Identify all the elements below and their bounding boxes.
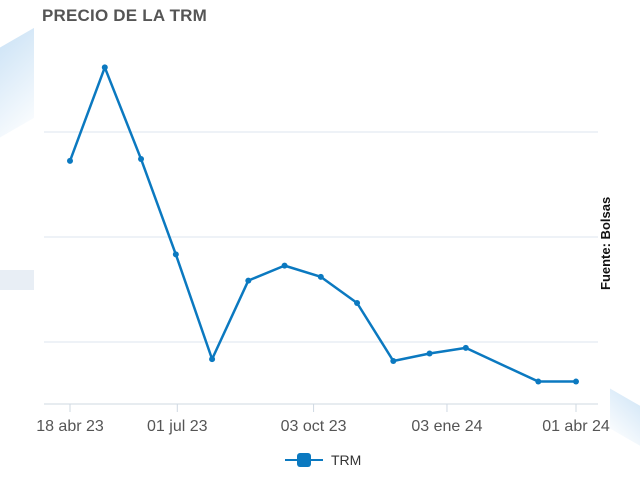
data-point[interactable] [281, 262, 288, 269]
chart-title: PRECIO DE LA TRM [42, 6, 208, 25]
x-tick-label: 03 ene 24 [411, 418, 482, 435]
data-point[interactable] [426, 350, 433, 357]
x-tick-label: 01 jul 23 [147, 418, 208, 435]
data-point[interactable] [462, 344, 469, 351]
data-point[interactable] [573, 378, 579, 385]
data-point[interactable] [101, 64, 108, 71]
source-note: Fuente: Bolsas [598, 196, 613, 290]
data-point[interactable] [67, 157, 73, 164]
legend[interactable]: TRM [285, 452, 361, 468]
x-tick-label: 18 abr 23 [36, 418, 104, 435]
chart-card [34, 0, 600, 478]
data-point[interactable] [245, 277, 252, 284]
data-point[interactable] [317, 273, 324, 280]
data-point[interactable] [209, 356, 216, 363]
series-trm [67, 64, 579, 385]
x-tick-label: 01 abr 24 [542, 418, 610, 435]
x-axis [44, 403, 598, 412]
legend-label-trm: TRM [331, 452, 362, 468]
grid-lines [44, 131, 598, 343]
data-point[interactable] [354, 300, 361, 307]
series-line-trm [68, 66, 576, 383]
data-point[interactable] [390, 357, 397, 364]
data-point[interactable] [535, 378, 542, 385]
x-tick-labels: 18 abr 23 01 jul 23 03 oct 23 03 ene 24 01 a… [36, 418, 610, 435]
data-point[interactable] [172, 251, 179, 258]
x-tick-label: 03 oct 23 [281, 418, 347, 435]
data-point[interactable] [138, 156, 145, 163]
legend-swatch-trm [285, 452, 323, 468]
